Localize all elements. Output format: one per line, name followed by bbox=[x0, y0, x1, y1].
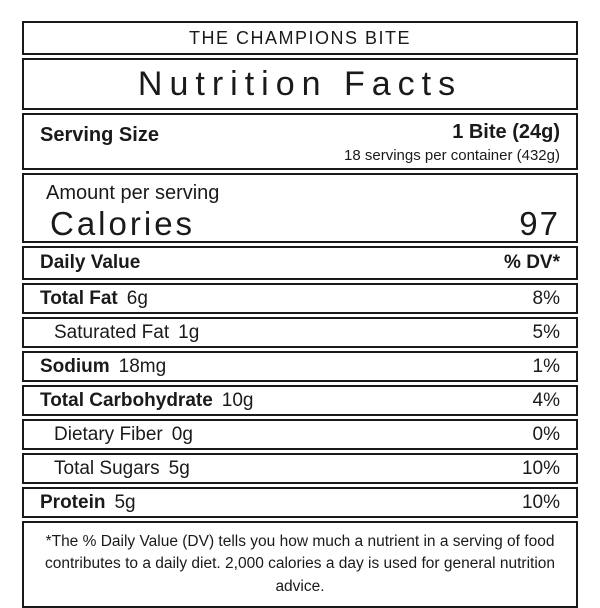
brand-bar: THE CHAMPIONS BITE bbox=[22, 21, 578, 55]
calories-label: Calories bbox=[50, 205, 196, 242]
calories-section: Amount per serving Calories 97 bbox=[22, 173, 578, 243]
daily-value-label: Daily Value bbox=[40, 252, 141, 273]
nutrition-label: THE CHAMPIONS BITE Nutrition Facts Servi… bbox=[22, 21, 578, 608]
serving-section: Serving Size 1 Bite (24g) 18 servings pe… bbox=[22, 113, 578, 170]
nutrient-dv: 5% bbox=[532, 321, 560, 343]
serving-size-value: 1 Bite (24g) bbox=[452, 121, 560, 143]
percent-dv-label: % DV* bbox=[504, 252, 560, 273]
nutrient-amount: 5g bbox=[114, 491, 136, 513]
daily-value-header: Daily Value % DV* bbox=[22, 246, 578, 280]
nutrition-facts-title: Nutrition Facts bbox=[137, 64, 463, 103]
amount-per-serving-label: Amount per serving bbox=[46, 182, 220, 204]
nutrient-dv: 1% bbox=[532, 355, 560, 377]
nutrient-dv: 0% bbox=[532, 423, 560, 445]
nutrient-row-total-sugars: Total Sugars 5g 10% bbox=[22, 453, 578, 484]
nutrient-amount: 5g bbox=[168, 457, 190, 479]
calories-line: Calories 97 bbox=[42, 205, 560, 243]
nutrient-name: Protein bbox=[40, 491, 106, 513]
nutrition-facts-title-bar: Nutrition Facts bbox=[22, 58, 578, 110]
nutrient-amount: 0g bbox=[171, 423, 193, 445]
nutrient-row-dietary-fiber: Dietary Fiber 0g 0% bbox=[22, 419, 578, 450]
nutrient-row-total-fat: Total Fat 6g 8% bbox=[22, 283, 578, 314]
nutrient-row-protein: Protein 5g 10% bbox=[22, 487, 578, 518]
nutrient-name: Dietary Fiber bbox=[54, 423, 163, 445]
nutrient-amount: 10g bbox=[221, 389, 254, 411]
nutrient-row-saturated-fat: Saturated Fat 1g 5% bbox=[22, 317, 578, 348]
nutrient-dv: 10% bbox=[521, 457, 560, 479]
serving-size-label: Serving Size bbox=[40, 124, 159, 146]
nutrient-amount: 18mg bbox=[118, 355, 167, 377]
nutrient-row-sodium: Sodium 18mg 1% bbox=[22, 351, 578, 382]
nutrient-name: Total Sugars bbox=[54, 457, 160, 479]
nutrient-dv: 10% bbox=[521, 491, 560, 513]
brand-title: THE CHAMPIONS BITE bbox=[188, 27, 412, 48]
nutrient-name: Total Carbohydrate bbox=[40, 389, 213, 411]
nutrient-name: Saturated Fat bbox=[54, 321, 170, 343]
nutrient-name: Sodium bbox=[40, 355, 110, 377]
serving-size-values: 1 Bite (24g) 18 servings per container (… bbox=[344, 121, 560, 164]
footnote-section: *The % Daily Value (DV) tells you how mu… bbox=[22, 521, 578, 608]
daily-value-footnote: *The % Daily Value (DV) tells you how mu… bbox=[44, 533, 556, 595]
nutrient-row-total-carbohydrate: Total Carbohydrate 10g 4% bbox=[22, 385, 578, 416]
calories-value: 97 bbox=[519, 205, 560, 242]
nutrient-name: Total Fat bbox=[40, 287, 118, 309]
nutrient-dv: 4% bbox=[532, 389, 560, 411]
nutrient-amount: 6g bbox=[126, 287, 148, 309]
nutrient-dv: 8% bbox=[532, 287, 560, 309]
servings-per-container: 18 servings per container (432g) bbox=[344, 147, 560, 164]
nutrient-amount: 1g bbox=[178, 321, 200, 343]
